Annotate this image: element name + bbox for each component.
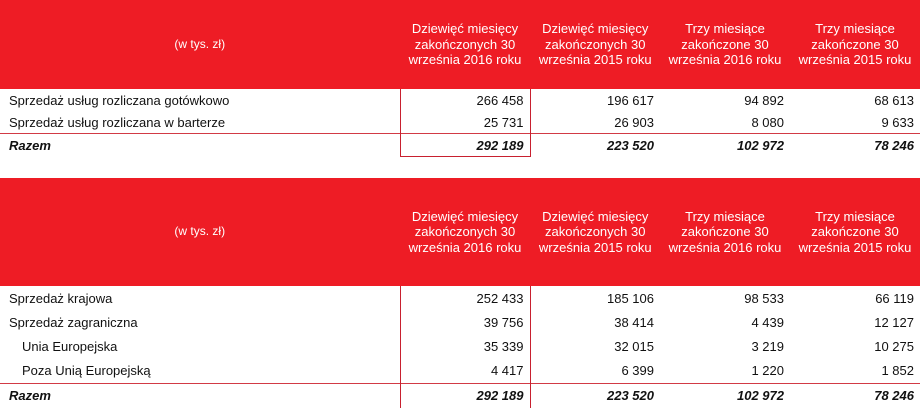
revenue-by-settlement-table: (w tys. zł) Dziewięć miesięcy zakończony…: [0, 0, 920, 157]
unit-header: (w tys. zł): [174, 224, 226, 239]
total-9m-2015: 223 520: [607, 388, 654, 404]
column-header-3m-2015: Trzy miesiące zakończone 30 września 201…: [798, 21, 912, 68]
cell-3m-2016: 98 533: [744, 290, 784, 306]
table-row: Sprzedaż usług rozliczana w barterze 25 …: [0, 111, 920, 134]
revenue-by-geography-table: (w tys. zł) Dziewięć miesięcy zakończony…: [0, 178, 920, 408]
total-3m-2015: 78 246: [874, 137, 914, 153]
table-row: Poza Unią Europejską 4 417 6 399 1 220 1…: [0, 358, 920, 384]
table-body: Sprzedaż usług rozliczana gotówkowo 266 …: [0, 89, 920, 157]
cell-3m-2015: 9 633: [881, 114, 914, 130]
row-label: Sprzedaż usług rozliczana w barterze: [9, 114, 226, 130]
cell-3m-2015: 10 275: [874, 338, 914, 354]
row-label: Sprzedaż usług rozliczana gotówkowo: [9, 92, 230, 108]
cell-9m-2016: 266 458: [399, 89, 531, 111]
total-3m-2016: 102 972: [737, 137, 784, 153]
cell-9m-2015: 38 414: [614, 314, 654, 330]
total-9m-2016: 292 189: [399, 383, 531, 408]
cell-3m-2016: 8 080: [751, 114, 784, 130]
cell-9m-2016: 35 339: [399, 334, 531, 359]
column-header-9m-2016: Dziewięć miesięcy zakończonych 30 wrześn…: [399, 0, 531, 89]
row-label: Sprzedaż zagraniczna: [9, 314, 138, 330]
column-header-9m-2016: Dziewięć miesięcy zakończonych 30 wrześn…: [399, 178, 531, 286]
total-3m-2016: 102 972: [737, 388, 784, 404]
column-header-3m-2016: Trzy miesiące zakończone 30 września 201…: [668, 21, 782, 68]
row-label-indented: Poza Unią Europejską: [22, 363, 151, 379]
cell-9m-2016: 25 731: [399, 111, 531, 134]
total-row: Razem 292 189 223 520 102 972 78 246: [0, 383, 920, 408]
table-header: (w tys. zł) Dziewięć miesięcy zakończony…: [0, 0, 920, 89]
total-9m-2016: 292 189: [399, 133, 531, 157]
cell-9m-2016: 252 433: [399, 286, 531, 311]
table-header: (w tys. zł) Dziewięć miesięcy zakończony…: [0, 178, 920, 286]
table-body: Sprzedaż krajowa 252 433 185 106 98 533 …: [0, 286, 920, 408]
cell-9m-2016: 39 756: [399, 310, 531, 335]
column-header-9m-2015: Dziewięć miesięcy zakończonych 30 wrześn…: [538, 21, 652, 68]
column-header-9m-2015: Dziewięć miesięcy zakończonych 30 wrześn…: [538, 208, 652, 255]
cell-3m-2016: 1 220: [751, 363, 784, 379]
table-row: Sprzedaż krajowa 252 433 185 106 98 533 …: [0, 286, 920, 311]
cell-3m-2016: 4 439: [751, 314, 784, 330]
cell-9m-2015: 6 399: [621, 363, 654, 379]
total-9m-2015: 223 520: [607, 137, 654, 153]
header-row: (w tys. zł) Dziewięć miesięcy zakończony…: [0, 178, 920, 286]
table-row: Sprzedaż zagraniczna 39 756 38 414 4 439…: [0, 310, 920, 335]
cell-3m-2016: 3 219: [751, 338, 784, 354]
cell-3m-2015: 1 852: [881, 363, 914, 379]
cell-9m-2016: 4 417: [399, 358, 531, 384]
cell-3m-2015: 12 127: [874, 314, 914, 330]
total-3m-2015: 78 246: [874, 388, 914, 404]
total-label: Razem: [9, 388, 51, 404]
table-row: Sprzedaż usług rozliczana gotówkowo 266 …: [0, 89, 920, 111]
cell-3m-2015: 66 119: [875, 290, 914, 306]
cell-9m-2015: 196 617: [607, 92, 654, 108]
cell-3m-2016: 94 892: [744, 92, 784, 108]
cell-9m-2015: 185 106: [607, 290, 654, 306]
cell-9m-2015: 32 015: [614, 338, 654, 354]
table-row: Unia Europejska 35 339 32 015 3 219 10 2…: [0, 334, 920, 359]
column-header-3m-2015: Trzy miesiące zakończone 30 września 201…: [798, 208, 912, 255]
column-header-3m-2016: Trzy miesiące zakończone 30 września 201…: [668, 208, 782, 255]
total-label: Razem: [9, 137, 51, 153]
total-row: Razem 292 189 223 520 102 972 78 246: [0, 133, 920, 157]
header-row: (w tys. zł) Dziewięć miesięcy zakończony…: [0, 0, 920, 89]
cell-9m-2015: 26 903: [614, 114, 654, 130]
row-label-indented: Unia Europejska: [22, 338, 118, 354]
unit-header: (w tys. zł): [174, 36, 226, 51]
row-label: Sprzedaż krajowa: [9, 290, 113, 306]
cell-3m-2015: 68 613: [874, 92, 914, 108]
